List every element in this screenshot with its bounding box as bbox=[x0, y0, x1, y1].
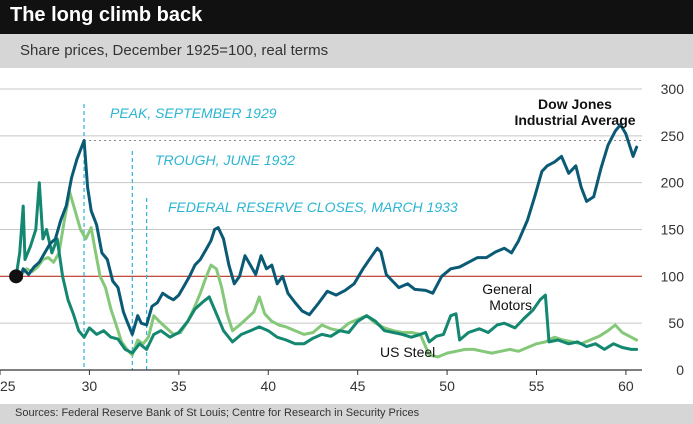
y-tick-label: 200 bbox=[661, 175, 685, 191]
x-tick-label: 45 bbox=[350, 378, 366, 394]
annotation-label-peak: PEAK, SEPTEMBER 1929 bbox=[110, 105, 277, 121]
y-tick-label: 100 bbox=[661, 268, 685, 284]
x-tick-label: 30 bbox=[82, 378, 98, 394]
y-tick-label: 250 bbox=[661, 128, 685, 144]
chart-subtitle: Share prices, December 1925=100, real te… bbox=[20, 42, 329, 59]
annotation-label-trough: TROUGH, JUNE 1932 bbox=[155, 152, 295, 168]
x-tick-label: 1925 bbox=[0, 378, 16, 394]
x-tick-label: 55 bbox=[529, 378, 545, 394]
annotation-label-fed: FEDERAL RESERVE CLOSES, MARCH 1933 bbox=[168, 199, 458, 215]
x-tick-label: 60 bbox=[618, 378, 634, 394]
title-bar: The long climb back bbox=[0, 0, 693, 34]
series-line-us-steel bbox=[14, 190, 639, 359]
x-tick-label: 35 bbox=[171, 378, 187, 394]
series-label: Dow Jones bbox=[538, 96, 612, 112]
chart-title: The long climb back bbox=[10, 4, 203, 26]
line-chart: 0 50 100 150 200 250 300 PEAK, SEPTEMBER 1929 TR… bbox=[0, 81, 685, 394]
subtitle-bar: Share prices, December 1925=100, real te… bbox=[0, 34, 693, 68]
source-note: Sources: Federal Reserve Bank of St Loui… bbox=[15, 407, 420, 419]
start-marker bbox=[9, 269, 24, 284]
series-label: General bbox=[482, 281, 532, 297]
plot-panel: 0 50 100 150 200 250 300 PEAK, SEPTEMBER 1929 TR… bbox=[0, 68, 693, 404]
series-line-dow-jones-industrial-average bbox=[14, 123, 639, 336]
footer-bar: Sources: Federal Reserve Bank of St Loui… bbox=[0, 404, 693, 424]
series-label: US Steel bbox=[380, 344, 435, 360]
series-line-general-motors bbox=[14, 181, 639, 355]
y-tick-label: 150 bbox=[661, 222, 685, 238]
y-tick-label: 300 bbox=[661, 81, 685, 97]
x-tick-label: 50 bbox=[439, 378, 455, 394]
y-tick-label: 50 bbox=[668, 315, 684, 331]
y-tick-label: 0 bbox=[676, 362, 684, 378]
series-label: Motors bbox=[489, 297, 532, 313]
x-tick-label: 40 bbox=[260, 378, 276, 394]
series-label: Industrial Average bbox=[514, 112, 635, 128]
